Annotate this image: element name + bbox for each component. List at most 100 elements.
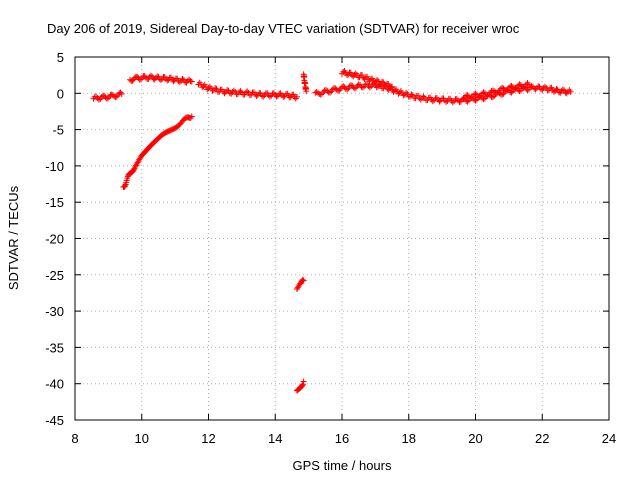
data-point-marker <box>300 277 307 284</box>
x-tick-label: 10 <box>135 431 149 446</box>
data-point-marker <box>499 91 506 98</box>
y-tick-label: -15 <box>45 195 64 210</box>
data-point-marker <box>409 92 416 99</box>
data-point-marker <box>317 91 324 98</box>
data-point-marker <box>188 113 195 120</box>
data-point-marker <box>344 86 351 93</box>
data-point-marker <box>559 86 566 93</box>
data-point-marker <box>129 77 136 84</box>
data-point-marker <box>387 84 394 91</box>
data-point-marker <box>374 76 381 83</box>
data-point-marker <box>95 96 102 103</box>
data-point-marker <box>360 74 367 81</box>
data-point-marker <box>400 92 407 99</box>
data-point-marker <box>347 69 354 76</box>
y-tick-label: -40 <box>45 377 64 392</box>
data-point-marker <box>118 91 125 98</box>
x-tick-label: 18 <box>402 431 416 446</box>
data-point-marker <box>157 77 164 84</box>
data-point-marker <box>359 72 366 79</box>
x-tick-label: 8 <box>71 431 78 446</box>
data-point-marker <box>381 82 388 89</box>
data-point-marker <box>266 93 273 100</box>
data-point-marker <box>340 83 347 90</box>
x-axis-label: GPS time / hours <box>293 458 392 473</box>
data-point-marker <box>562 89 569 96</box>
data-point-marker <box>532 86 539 93</box>
data-point-marker <box>253 92 260 99</box>
data-point-marker <box>524 87 531 94</box>
data-point-marker <box>209 87 216 94</box>
data-point-marker <box>213 85 220 92</box>
data-point-marker <box>230 87 237 94</box>
chart-title: Day 206 of 2019, Sidereal Day-to-day VTE… <box>47 21 520 36</box>
data-point-marker <box>258 92 265 99</box>
data-point-marker <box>299 382 306 389</box>
data-point-marker <box>464 98 471 105</box>
data-point-marker <box>408 91 415 98</box>
data-point-marker <box>299 276 306 283</box>
data-point-marker <box>403 89 410 96</box>
data-point-marker <box>472 97 479 104</box>
data-point-marker <box>550 88 557 95</box>
data-point-marker <box>342 85 349 92</box>
data-point-marker <box>358 83 365 90</box>
data-point-marker <box>351 85 358 92</box>
y-tick-label: -30 <box>45 304 64 319</box>
data-point-marker <box>525 81 532 88</box>
data-point-marker <box>373 84 380 91</box>
data-point-marker <box>359 84 366 91</box>
data-point-marker <box>489 94 496 101</box>
data-point-marker <box>147 72 154 79</box>
y-axis-label: SDTVAR / TECUs <box>6 185 21 290</box>
y-tick-label: -25 <box>45 268 64 283</box>
data-point-marker <box>503 87 510 94</box>
data-point-marker <box>553 85 560 92</box>
data-point-marker <box>420 93 427 100</box>
data-layer <box>90 68 574 394</box>
y-tick-label: -20 <box>45 232 64 247</box>
data-point-marker <box>541 83 548 90</box>
data-point-marker <box>508 89 515 96</box>
data-point-marker <box>512 85 519 92</box>
data-point-marker <box>449 99 456 106</box>
data-point-marker <box>554 86 561 93</box>
data-point-marker <box>516 88 523 95</box>
y-tick-label: 5 <box>57 50 64 65</box>
data-point-marker <box>150 75 157 82</box>
data-point-marker <box>221 90 228 97</box>
x-tick-label: 22 <box>535 431 549 446</box>
data-point-marker <box>385 80 392 87</box>
data-point-marker <box>300 378 307 385</box>
data-point-marker <box>524 80 531 87</box>
data-point-marker <box>389 83 396 90</box>
x-tick-label: 12 <box>201 431 215 446</box>
data-point-marker <box>429 98 436 105</box>
y-tick-label: -5 <box>52 123 64 138</box>
data-point-marker <box>176 79 183 86</box>
data-point-marker <box>141 73 148 80</box>
data-point-marker <box>130 166 137 173</box>
y-tick-label: -10 <box>45 159 64 174</box>
data-point-marker <box>226 90 233 97</box>
data-point-marker <box>436 98 443 105</box>
grid-layer <box>75 57 609 420</box>
data-point-marker <box>280 93 287 100</box>
data-point-marker <box>244 88 251 95</box>
data-point-marker <box>260 93 267 100</box>
data-point-marker <box>303 88 310 95</box>
data-point-marker <box>212 85 219 92</box>
data-point-marker <box>537 86 544 93</box>
data-point-marker <box>476 93 483 100</box>
data-point-marker <box>364 73 371 80</box>
data-point-marker <box>101 92 108 99</box>
data-point-marker <box>116 90 123 97</box>
data-point-marker <box>204 86 211 93</box>
data-point-marker <box>122 182 129 189</box>
data-point-marker <box>326 89 333 96</box>
x-tick-label: 20 <box>468 431 482 446</box>
data-point-marker <box>340 68 347 75</box>
data-point-marker <box>527 84 534 91</box>
data-point-marker <box>182 79 189 86</box>
